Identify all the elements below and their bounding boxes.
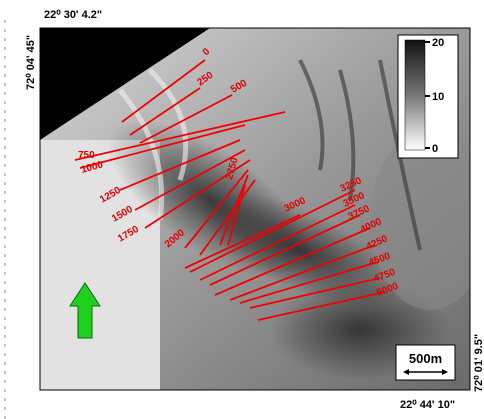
colorbar: 20 10 0 bbox=[398, 35, 458, 158]
transect-label: 750 bbox=[78, 150, 95, 161]
coordinate-label: 72⁰ 01' 9.5" bbox=[473, 334, 484, 392]
map-figure: 0 250 500 750 1000 1250 1500 1750 2000 2… bbox=[0, 0, 484, 419]
colorbar-tick: 0 bbox=[432, 143, 438, 155]
coordinate-label: 72⁰ 04' 45" bbox=[25, 35, 37, 90]
scale-bar: 500m bbox=[396, 345, 455, 380]
coordinate-label: 22⁰ 44' 10" bbox=[400, 399, 455, 411]
scale-label: 500m bbox=[409, 351, 442, 366]
colorbar-tick: 20 bbox=[432, 37, 444, 49]
colorbar-tick: 10 bbox=[432, 91, 444, 103]
coordinate-label: 22⁰ 30' 4.2" bbox=[44, 9, 102, 21]
